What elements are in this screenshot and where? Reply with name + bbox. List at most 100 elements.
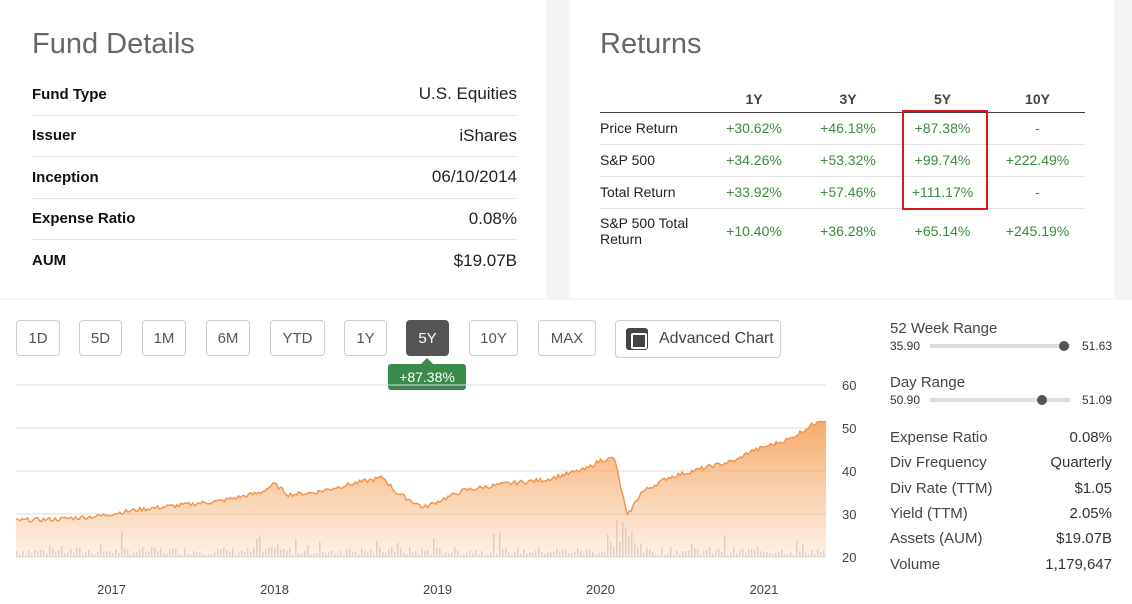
advanced-chart-button[interactable]: Advanced Chart bbox=[615, 320, 781, 358]
stat-value: 1,179,647 bbox=[1045, 555, 1112, 573]
x-tick-label: 2021 bbox=[749, 582, 778, 597]
returns-cell: +46.18% bbox=[801, 112, 895, 145]
week52-range-marker bbox=[1059, 341, 1070, 351]
day-range-block: Day Range 50.90 51.09 bbox=[890, 374, 1112, 407]
expand-chart-icon bbox=[626, 328, 648, 350]
stat-label: Volume bbox=[890, 555, 941, 573]
y-tick-label: 50 bbox=[842, 421, 856, 436]
timeframe-10y-button[interactable]: 10Y bbox=[469, 320, 518, 356]
fund-detail-label: Fund Type bbox=[32, 85, 107, 103]
returns-cell: +87.38% bbox=[895, 112, 990, 145]
timeframe-1y-button[interactable]: 1Y bbox=[344, 320, 387, 356]
price-line bbox=[15, 420, 826, 523]
fund-details-panel: Fund Details Fund Type U.S. Equities Iss… bbox=[0, 0, 546, 298]
returns-cell: +245.19% bbox=[1005, 223, 1070, 240]
stat-row: Yield (TTM) 2.05% bbox=[890, 501, 1112, 526]
y-tick-label: 20 bbox=[842, 550, 856, 565]
stat-row: Volume 1,179,647 bbox=[890, 551, 1112, 576]
stat-value: Quarterly bbox=[1050, 454, 1112, 472]
y-tick-label: 40 bbox=[842, 464, 856, 479]
timeframe-5d-button[interactable]: 5D bbox=[79, 320, 122, 356]
returns-row-label: S&P 500 Total Return bbox=[600, 215, 689, 248]
timeframe-ytd-button[interactable]: YTD bbox=[270, 320, 325, 356]
advanced-chart-label: Advanced Chart bbox=[659, 330, 774, 347]
stat-label: Div Rate (TTM) bbox=[890, 479, 993, 497]
stat-label: Div Frequency bbox=[890, 454, 987, 472]
week52-range-title: 52 Week Range bbox=[890, 320, 998, 337]
stat-label: Assets (AUM) bbox=[890, 530, 983, 548]
returns-cell: - bbox=[990, 112, 1085, 145]
day-range-track bbox=[930, 395, 1070, 405]
returns-row: S&P 500 +34.26% +53.32% +99.74% +222.49% bbox=[600, 144, 1085, 177]
stat-value: 2.05% bbox=[1069, 505, 1112, 523]
change-badge: +87.38% bbox=[388, 358, 466, 390]
fund-detail-value: 0.08% bbox=[468, 208, 517, 228]
fund-detail-row: Fund Type U.S. Equities bbox=[32, 74, 517, 116]
returns-col-header: 10Y bbox=[990, 86, 1085, 113]
x-tick-label: 2017 bbox=[97, 582, 126, 597]
stat-value: 0.08% bbox=[1069, 429, 1112, 447]
returns-cell: +10.40% bbox=[726, 223, 782, 240]
returns-row: Total Return +33.92% +57.46% +111.17% - bbox=[600, 176, 1085, 209]
returns-row: Price Return +30.62% +46.18% +87.38% - bbox=[600, 112, 1085, 145]
returns-table: 1Y 3Y 5Y 10Y Price Return +30.62% +46.18… bbox=[600, 86, 1085, 254]
returns-cell: +30.62% bbox=[707, 112, 801, 145]
stat-row: Expense Ratio 0.08% bbox=[890, 425, 1112, 450]
day-high: 51.09 bbox=[1081, 393, 1112, 407]
returns-row-label: Price Return bbox=[600, 112, 707, 145]
fund-detail-row: Issuer iShares bbox=[32, 116, 517, 157]
day-range-row: 50.90 51.09 bbox=[890, 393, 1112, 407]
returns-cell: +53.32% bbox=[801, 144, 895, 177]
returns-cell: +111.17% bbox=[895, 176, 990, 209]
week52-range-block: 52 Week Range 35.90 51.63 bbox=[890, 320, 1112, 353]
day-low: 50.90 bbox=[890, 393, 921, 407]
timeframe-5y-button[interactable]: 5Y bbox=[406, 320, 449, 356]
five-year-highlight-box bbox=[902, 110, 988, 210]
returns-row: S&P 500 Total Return +10.40% +36.28% +65… bbox=[600, 208, 1085, 254]
fund-detail-value: $19.07B bbox=[453, 250, 517, 270]
fund-detail-row: Expense Ratio 0.08% bbox=[32, 199, 517, 240]
y-tick-label: 30 bbox=[842, 507, 856, 522]
stat-label: Yield (TTM) bbox=[890, 505, 968, 523]
returns-col-header: 3Y bbox=[801, 86, 895, 113]
x-tick-label: 2019 bbox=[423, 582, 452, 597]
returns-cell: +65.14% bbox=[914, 223, 971, 240]
fund-detail-row: Inception 06/10/2014 bbox=[32, 157, 517, 199]
fund-detail-value: U.S. Equities bbox=[418, 84, 517, 104]
fund-detail-label: AUM bbox=[32, 252, 67, 270]
returns-cell: +36.28% bbox=[820, 223, 876, 240]
fund-detail-value: iShares bbox=[459, 125, 517, 145]
key-stats-list: Expense Ratio 0.08% Div Frequency Quarte… bbox=[890, 425, 1112, 577]
stat-row: Div Frequency Quarterly bbox=[890, 450, 1112, 475]
stat-row: Div Rate (TTM) $1.05 bbox=[890, 476, 1112, 501]
timeframe-1m-button[interactable]: 1M bbox=[142, 320, 186, 356]
price-chart[interactable]: 60 50 40 30 20 2017 2018 2019 2020 2021 bbox=[0, 370, 880, 604]
returns-row-label: Total Return bbox=[600, 176, 707, 209]
x-tick-label: 2020 bbox=[586, 582, 615, 597]
price-area bbox=[16, 421, 826, 557]
y-tick-label: 60 bbox=[842, 378, 856, 393]
returns-row-label: S&P 500 bbox=[600, 144, 707, 177]
returns-header-row: 1Y 3Y 5Y 10Y bbox=[600, 86, 1085, 113]
fund-detail-label: Inception bbox=[32, 168, 99, 186]
returns-title: Returns bbox=[600, 28, 702, 60]
returns-cell: +57.46% bbox=[801, 176, 895, 209]
timeframe-max-button[interactable]: MAX bbox=[538, 320, 596, 356]
fund-detail-value: 06/10/2014 bbox=[431, 167, 517, 187]
fund-details-title: Fund Details bbox=[32, 28, 195, 60]
timeframe-6m-button[interactable]: 6M bbox=[206, 320, 250, 356]
stat-value: $1.05 bbox=[1074, 479, 1112, 497]
week52-range-track bbox=[930, 341, 1070, 351]
week52-low: 35.90 bbox=[890, 339, 921, 353]
fund-detail-label: Expense Ratio bbox=[32, 210, 136, 228]
day-range-title: Day Range bbox=[890, 374, 966, 391]
timeframe-1d-button[interactable]: 1D bbox=[16, 320, 60, 356]
returns-col-header: 1Y bbox=[707, 86, 801, 113]
day-range-marker bbox=[1036, 395, 1047, 405]
week52-high: 51.63 bbox=[1081, 339, 1112, 353]
returns-cell: +99.74% bbox=[895, 144, 990, 177]
fund-detail-row: AUM $19.07B bbox=[32, 240, 517, 282]
returns-cell: - bbox=[990, 176, 1085, 209]
stat-value: $19.07B bbox=[1056, 530, 1112, 548]
stat-row: Assets (AUM) $19.07B bbox=[890, 526, 1112, 551]
